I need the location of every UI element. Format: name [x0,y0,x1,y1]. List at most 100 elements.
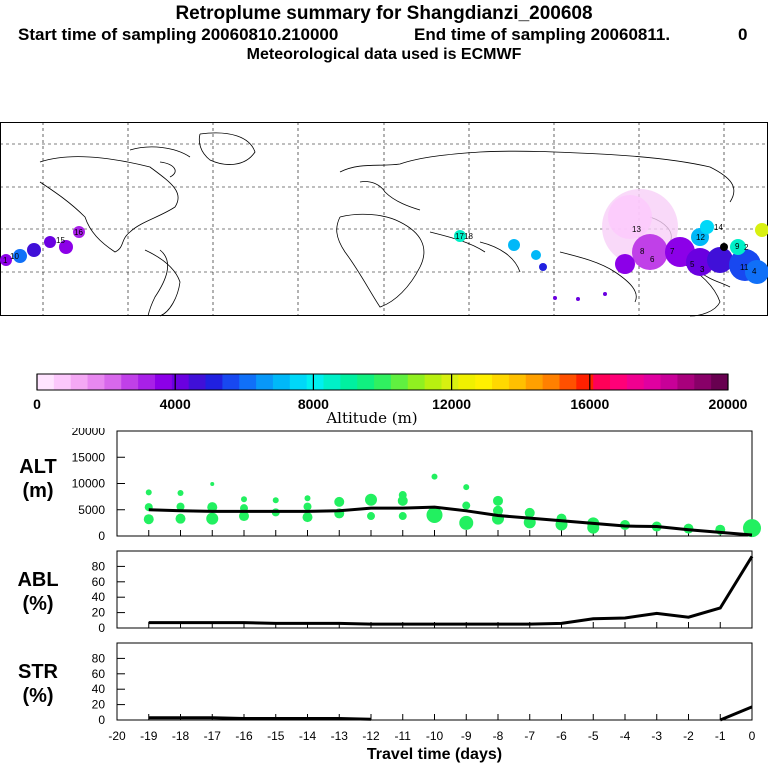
scatter-point [272,497,279,504]
plume-blob [73,226,85,238]
mean-altitude-line [148,505,753,537]
y-axis-label: ALT [19,456,56,478]
x-axis-label: Travel time (days) [367,746,502,763]
scatter-point [206,512,219,525]
y-tick-label: 80 [92,651,106,665]
colorbar-cell [610,374,628,390]
y-tick-label: 20000 [72,428,106,438]
colorbar-title: Altitude (m) [325,409,417,427]
colorbar-cell [492,374,510,390]
x-tick-label: -9 [461,729,472,743]
colorbar-cell [407,374,426,390]
scatter-point [334,496,345,507]
colorbar-cell [53,374,72,390]
y-tick-label: 15000 [72,450,106,464]
map-label: 10 [10,252,19,261]
plume-blob [632,234,668,270]
scatter-point [241,496,247,503]
plume-blob [576,297,580,301]
map-label: 12 [696,233,705,242]
map-label: 2 [744,243,749,252]
colorbar-cell [660,374,678,390]
scatter-point [397,495,408,506]
plume-blob [0,254,12,266]
colorbar-cell [37,374,55,390]
met-data-label: Meteorological data used is ECMWF [246,46,522,63]
x-tick-label: -3 [651,729,662,743]
scatter-point [303,502,312,511]
plume-blob [531,250,541,260]
sampling-start-label: Start time of sampling 20060810.210000 [18,25,339,44]
scatter-point [426,507,443,523]
plume-blob [700,220,714,234]
x-tick-label: -7 [524,729,535,743]
colorbar-cell [643,374,662,390]
series-line [148,555,754,626]
map-label: 6 [650,255,655,264]
colorbar-tick-label: 0 [33,396,41,412]
coastlines [39,132,735,317]
plume-blob [553,296,557,300]
sampling-end-label: End time of sampling 20060811. [414,25,671,44]
x-tick-label: -16 [235,729,253,743]
map-label: 4 [752,267,757,276]
scatter-point [175,513,186,524]
y-tick-label: 5000 [78,503,105,517]
map-label: 14 [714,223,723,232]
colorbar-cell [626,374,645,390]
x-tick-label: -4 [620,729,631,743]
plume-blob [745,260,768,284]
y-tick-label: 60 [92,575,106,589]
colorbar-cell [70,374,89,390]
y-tick-label: 0 [98,713,105,727]
plume-blob [603,292,607,296]
scatter-point [398,512,407,521]
plume-blob [707,247,733,273]
y-tick-label: 40 [92,590,106,604]
map-label: 1 [3,256,8,265]
plume-blob [686,248,714,276]
colorbar-cell [508,374,527,390]
y-tick-label: 60 [92,667,106,681]
y-tick-label: 0 [98,529,105,543]
colorbar-tick-label: 12000 [432,396,471,412]
colorbar-cell [306,374,325,390]
x-tick-label: -13 [331,729,349,743]
x-tick-label: -14 [299,729,317,743]
colorbar-cell [239,374,257,390]
colorbar-cell [357,374,375,390]
colorbar-cell [256,374,274,390]
y-tick-label: 0 [98,621,105,635]
colorbar-cell [576,374,594,390]
x-tick-label: -2 [683,729,694,743]
y-tick-label: 20 [92,606,106,620]
scatter-point [462,501,471,510]
colorbar-cell [559,374,577,390]
scatter-point [524,507,535,518]
colorbar-cell [542,374,560,390]
scatter-point [463,484,470,491]
x-tick-label: -5 [588,729,599,743]
y-tick-label: 80 [92,559,106,573]
plume-blob [615,254,635,274]
scatter-point [431,473,438,480]
scatter-point [743,519,761,538]
colorbar-cell [441,374,459,390]
x-tick-label: -15 [267,729,285,743]
y-tick-label: 20 [92,698,106,712]
colorbar-cell [525,374,544,390]
map-label: 5 [690,260,695,269]
map-label: 13 [632,225,641,234]
series-line [719,705,753,722]
map-label: 8 [640,247,645,256]
plume-blob [755,223,768,237]
panel-alt: 0 5000 10000 15000 20000 ALT(m) [19,428,761,543]
y-tick-label: 40 [92,682,106,696]
scatter-point [239,511,249,522]
colorbar-cell [711,374,729,390]
colorbar-cell [87,374,105,390]
map-label: 9 [735,242,740,251]
plume-blob [27,243,41,257]
x-tick-label: -10 [426,729,444,743]
